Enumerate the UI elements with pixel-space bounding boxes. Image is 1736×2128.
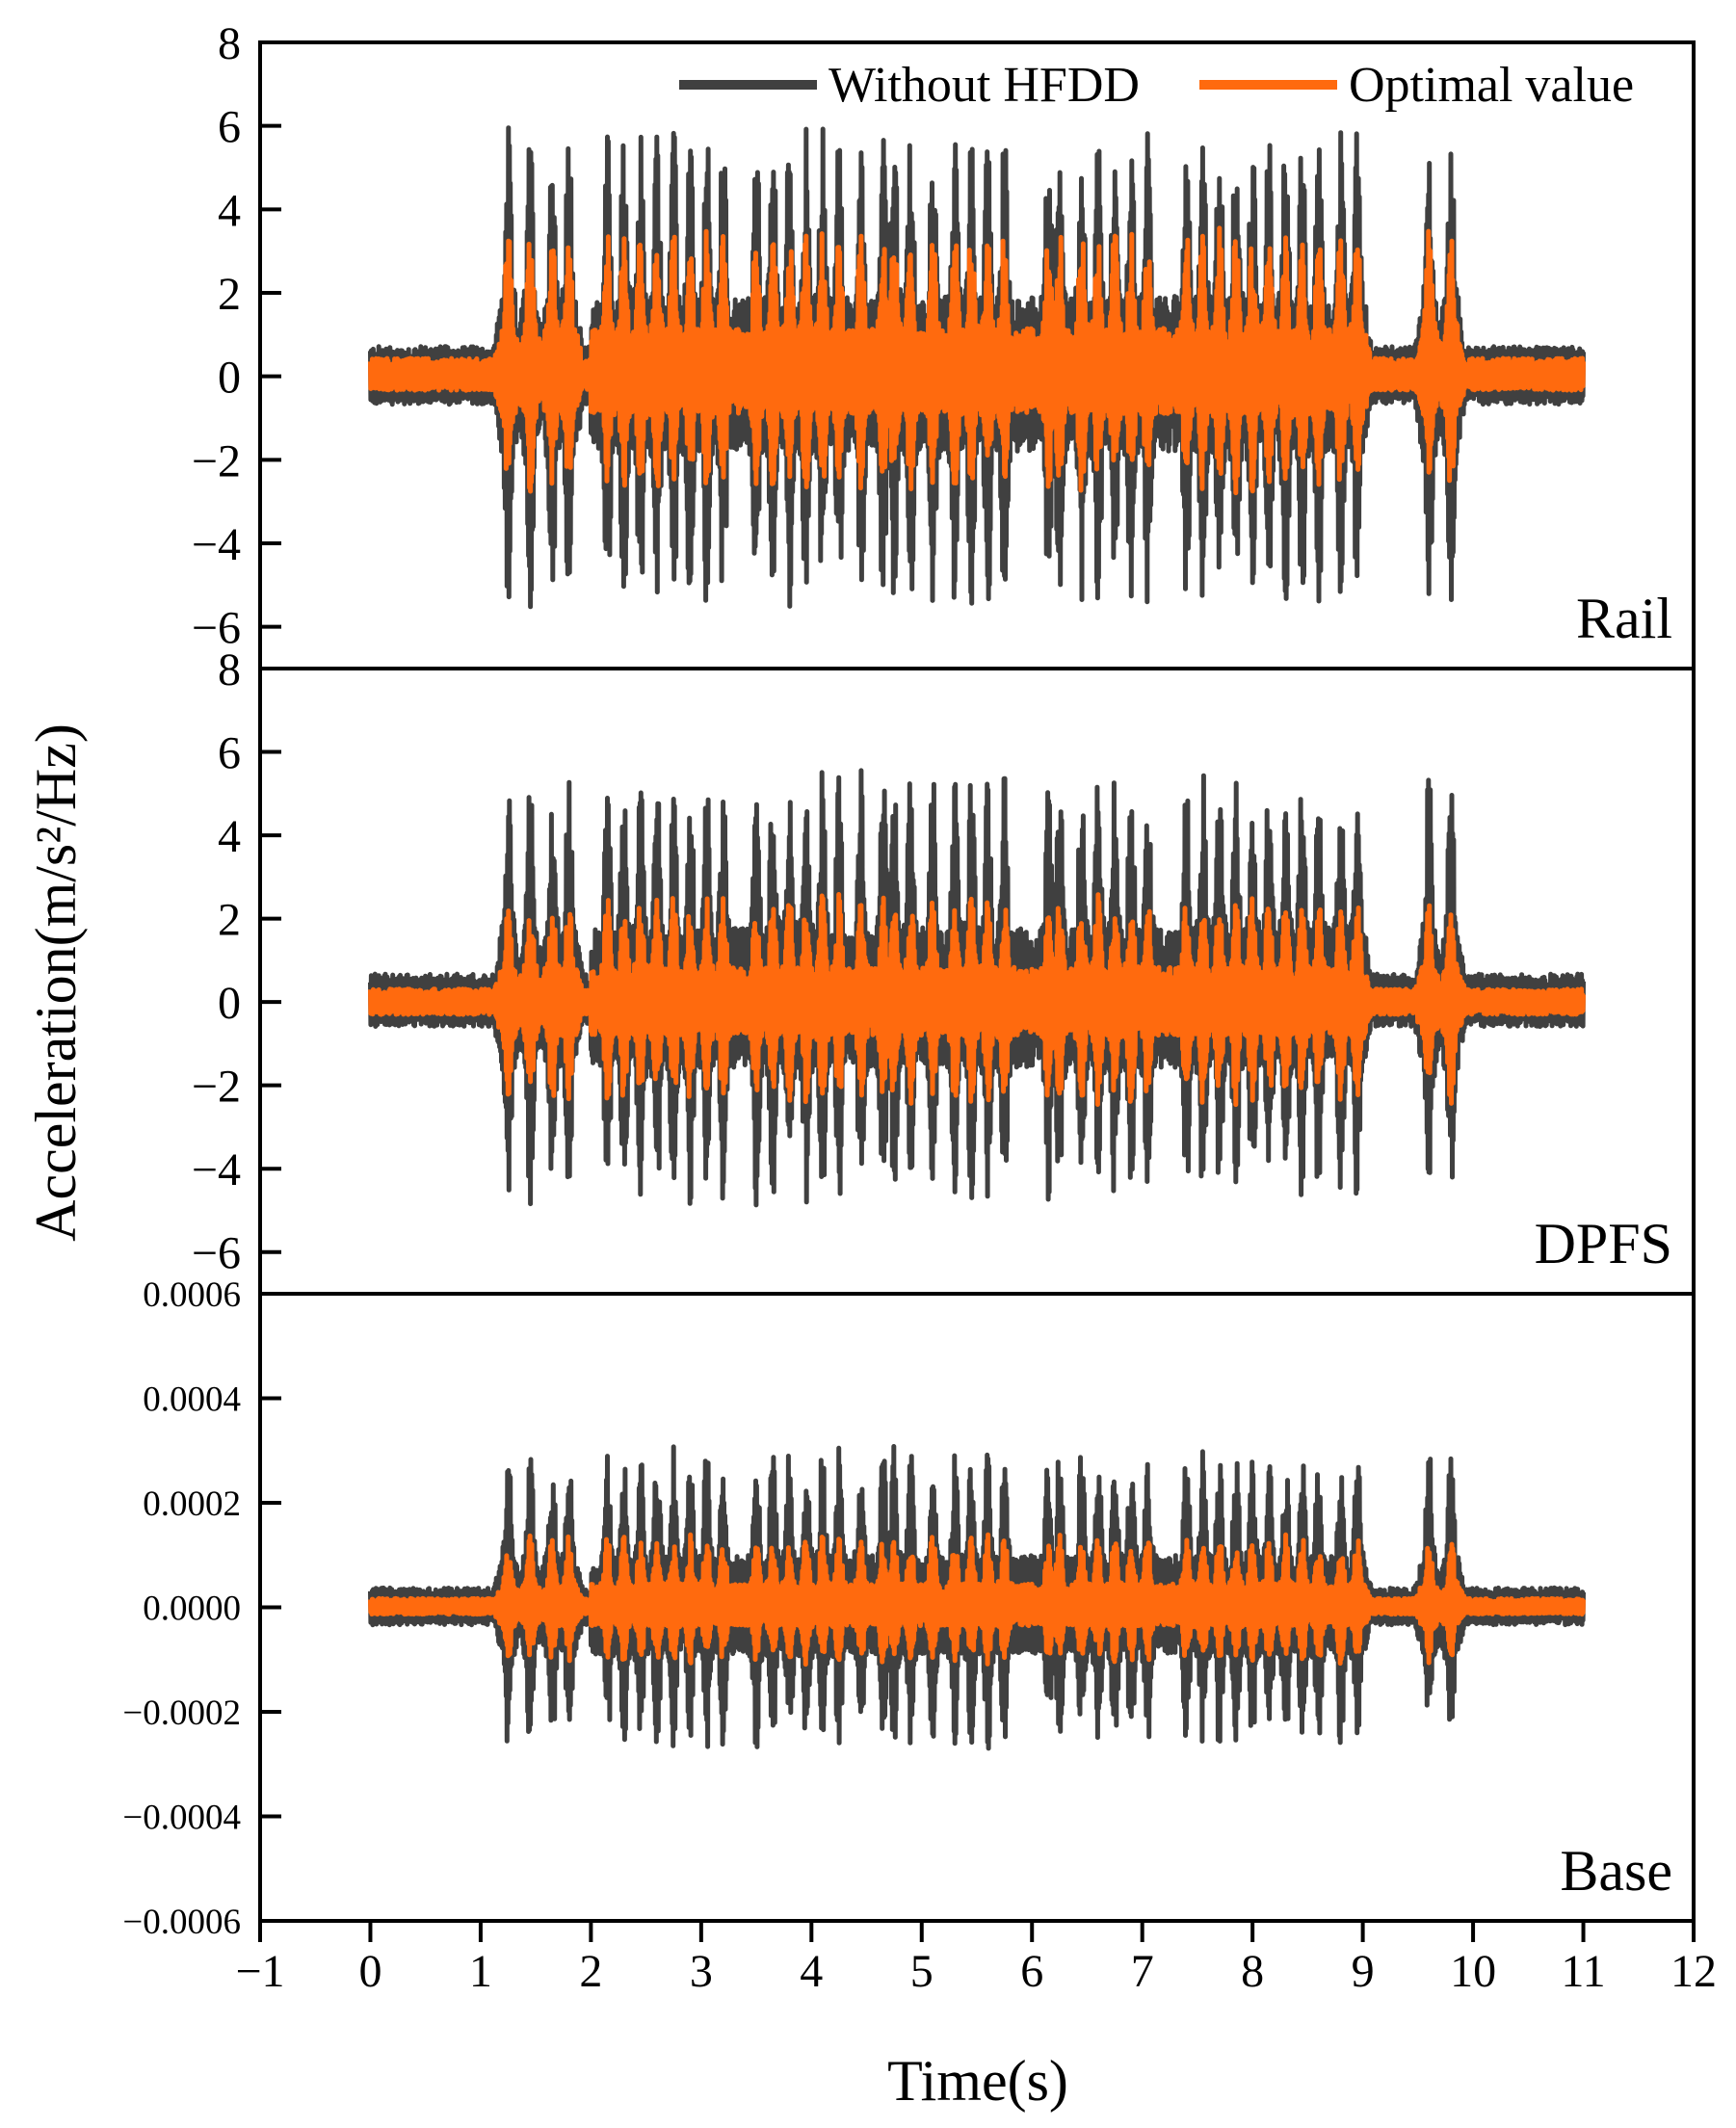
y-tick-label-base-5: −0.0004 (122, 1799, 241, 1838)
y-tick-label-base-6: −0.0006 (122, 1903, 241, 1942)
x-tick-label-8: 7 (1131, 1946, 1154, 1997)
legend-label-optimal-value: Optimal value (1349, 58, 1634, 113)
plot-layer (368, 125, 1586, 1751)
legend: Without HFDD Optimal value (679, 58, 1634, 113)
y-tick-label-base-1: 0.0004 (143, 1380, 241, 1420)
y-tick-label-dpfs-1: 6 (218, 728, 241, 779)
y-tick-label-base-2: 0.0002 (143, 1484, 241, 1524)
y-tick-label-base-0: 0.0006 (143, 1275, 241, 1315)
panel-label-dpfs: DPFS (1535, 1212, 1672, 1275)
y-tick-label-dpfs-3: 2 (218, 895, 241, 946)
x-axis-title: Time(s) (887, 2049, 1068, 2113)
x-tick-label-2: 1 (469, 1946, 492, 1997)
series-base-optimal-value (368, 1532, 1586, 1668)
x-tick-label-0: −1 (235, 1946, 284, 1997)
x-tick-label-6: 5 (910, 1946, 934, 1997)
x-tick-label-10: 9 (1352, 1946, 1375, 1997)
x-tick-label-5: 4 (800, 1946, 823, 1997)
y-tick-label-dpfs-0: 8 (218, 644, 241, 696)
y-tick-label-dpfs-7: −6 (192, 1228, 241, 1279)
x-tick-label-1: 0 (358, 1946, 381, 1997)
y-tick-label-base-4: −0.0002 (122, 1694, 241, 1733)
y-tick-label-rail-4: 0 (218, 353, 241, 404)
series-rail-optimal-value (368, 225, 1586, 496)
x-tick-label-7: 6 (1020, 1946, 1043, 1997)
text-layer: Acceleration(m/s²/Hz) Time(s) 8 6 4 2 0 −2 −4 −… (24, 18, 1717, 2113)
x-tick-label-12: 11 (1561, 1946, 1605, 1997)
x-tick-label-3: 2 (579, 1946, 602, 1997)
frame-layer (258, 40, 1696, 1942)
y-tick-label-rail-6: −4 (192, 519, 241, 570)
y-tick-label-dpfs-6: −4 (192, 1144, 241, 1195)
x-tick-label-9: 8 (1241, 1946, 1264, 1997)
x-tick-label-11: 10 (1450, 1946, 1496, 1997)
y-tick-label-rail-2: 4 (218, 185, 241, 236)
y-tick-label-rail-7: −6 (192, 603, 241, 654)
y-tick-label-base-3: 0.0000 (143, 1589, 241, 1629)
series-dpfs-optimal-value (368, 892, 1586, 1108)
y-tick-label-rail-3: 2 (218, 269, 241, 320)
legend-label-without-hfdd: Without HFDD (829, 58, 1140, 113)
y-tick-label-rail-1: 6 (218, 102, 241, 153)
y-axis-title: Acceleration(m/s²/Hz) (24, 723, 88, 1242)
y-tick-label-dpfs-2: 4 (218, 811, 241, 862)
y-tick-label-rail-5: −2 (192, 435, 241, 486)
panel-label-base: Base (1560, 1839, 1672, 1903)
y-tick-label-dpfs-5: −2 (192, 1062, 241, 1113)
x-tick-label-13: 12 (1670, 1946, 1717, 1997)
y-tick-label-rail-0: 8 (218, 18, 241, 69)
x-tick-label-4: 3 (690, 1946, 713, 1997)
panel-label-rail: Rail (1576, 587, 1672, 650)
y-tick-label-dpfs-4: 0 (218, 978, 241, 1029)
